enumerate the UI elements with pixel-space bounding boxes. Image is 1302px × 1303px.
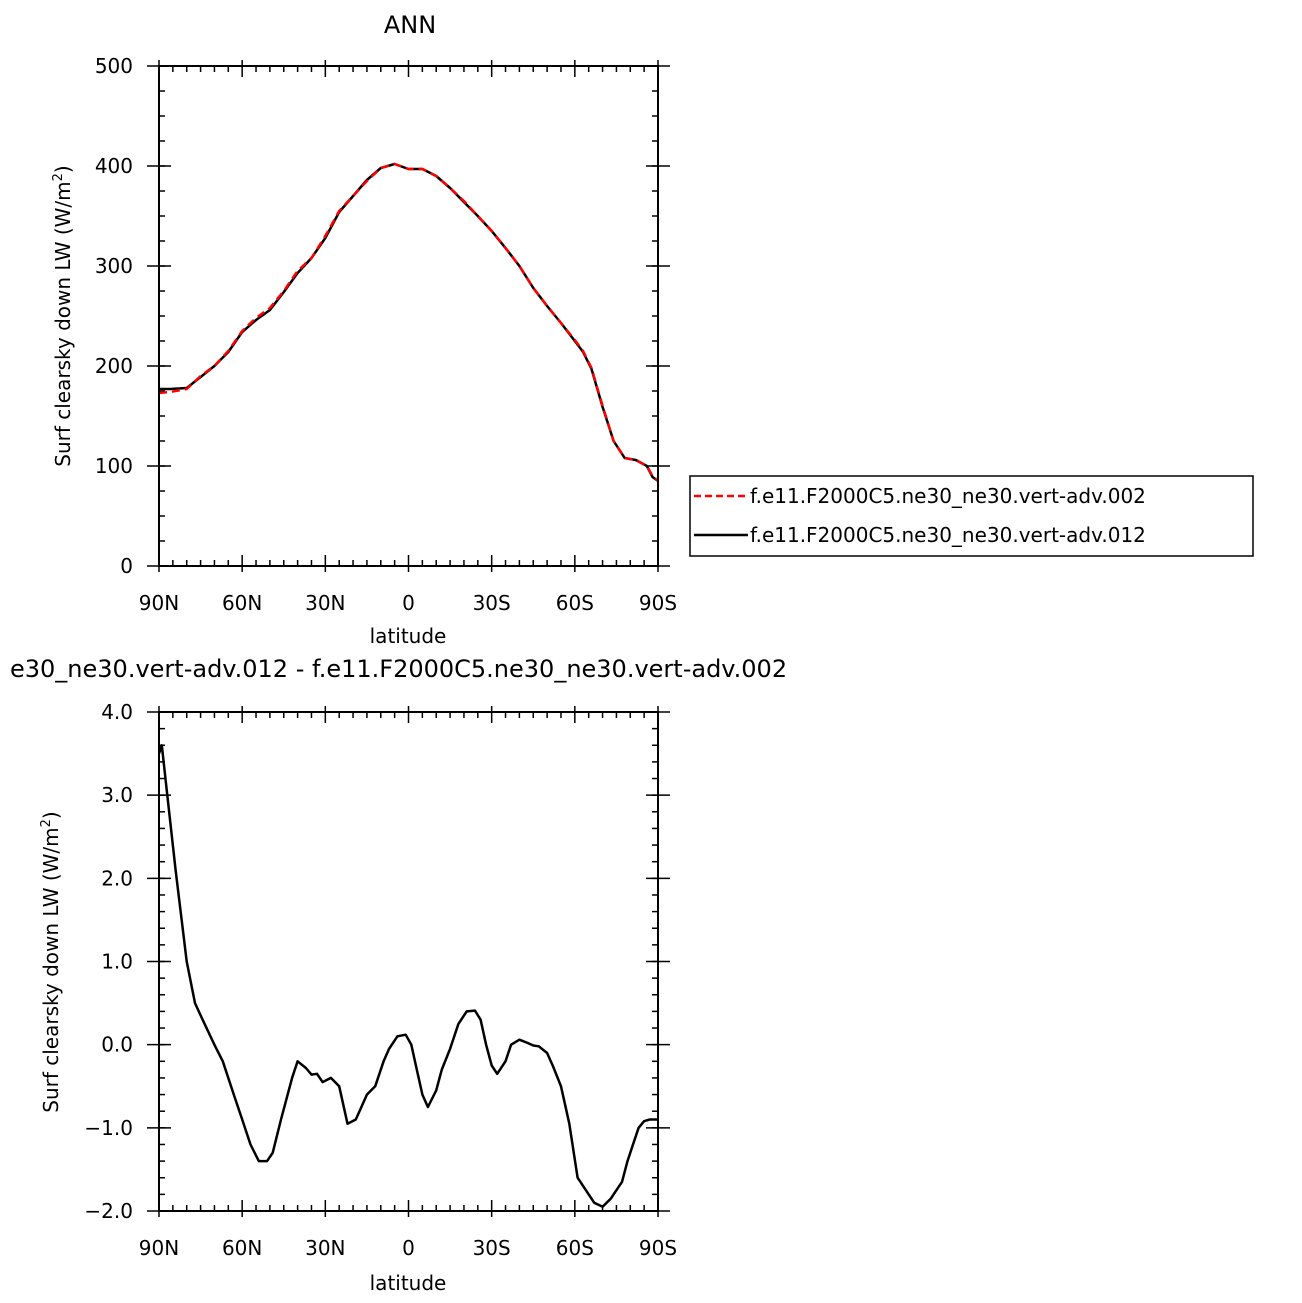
bottom-chart-ylabel-main: Surf clearsky down LW (W/m bbox=[39, 827, 63, 1112]
bottom-chart-frame bbox=[158, 711, 659, 1212]
x-tick-label: 90N bbox=[139, 591, 179, 615]
top-chart-xlabel: latitude bbox=[370, 624, 447, 648]
legend-box bbox=[689, 475, 1254, 557]
y-tick-label: 300 bbox=[95, 254, 133, 278]
y-tick-label: 0.0 bbox=[101, 1033, 133, 1057]
series-line-0 bbox=[158, 162, 659, 482]
x-tick-label: 90S bbox=[639, 1236, 677, 1260]
y-tick-label: 4.0 bbox=[101, 700, 133, 724]
y-tick-label: 0 bbox=[120, 554, 133, 578]
bottom-chart-xtick-labels: 90N 60N 30N 0 30S 60S 90S bbox=[139, 1236, 677, 1260]
x-tick-label: 60S bbox=[556, 591, 594, 615]
series-line-1 bbox=[159, 162, 659, 483]
x-tick-label: 30N bbox=[305, 591, 345, 615]
x-tick-label: 60S bbox=[556, 1236, 594, 1260]
top-chart-series bbox=[158, 162, 659, 483]
series-line-0 bbox=[157, 744, 658, 1209]
x-tick-label: 90S bbox=[639, 591, 677, 615]
bottom-chart-xlabel: latitude bbox=[370, 1271, 447, 1295]
top-chart-ytick-labels: 0 100 200 300 400 500 bbox=[95, 54, 133, 578]
y-tick-label: 3.0 bbox=[101, 783, 133, 807]
bottom-chart-series bbox=[157, 744, 658, 1209]
bottom-chart-ylabel: Surf clearsky down LW (W/m2) bbox=[39, 811, 63, 1112]
top-chart: ANN 90N 60N 30N 0 30S 60S 90S 0 100 200 300 400 500… bbox=[51, 11, 1254, 648]
y-tick-label: 500 bbox=[95, 54, 133, 78]
bottom-chart-ytick-labels: −2.0 −1.0 0.0 1.0 2.0 3.0 4.0 bbox=[84, 700, 133, 1223]
top-chart-title: ANN bbox=[384, 11, 436, 39]
y-tick-label: 1.0 bbox=[101, 950, 133, 974]
bottom-chart-ylabel-tail: ) bbox=[39, 811, 63, 819]
bottom-chart-ylabel-sup: 2 bbox=[39, 819, 54, 827]
top-chart-ylabel: Surf clearsky down LW (W/m2) bbox=[51, 165, 75, 466]
y-tick-label: −1.0 bbox=[84, 1116, 133, 1140]
y-tick-label: −2.0 bbox=[84, 1199, 133, 1223]
top-chart-xtick-labels: 90N 60N 30N 0 30S 60S 90S bbox=[139, 591, 677, 615]
x-tick-label: 30S bbox=[473, 1236, 511, 1260]
x-tick-label: 60N bbox=[222, 591, 262, 615]
y-tick-label: 200 bbox=[95, 354, 133, 378]
bottom-chart: e30_ne30.vert-adv.012 - f.e11.F2000C5.ne… bbox=[10, 655, 787, 1295]
top-chart-ticks bbox=[147, 60, 670, 572]
x-tick-label: 60N bbox=[222, 1236, 262, 1260]
top-chart-ylabel-main: Surf clearsky down LW (W/m bbox=[51, 181, 75, 466]
y-tick-label: 2.0 bbox=[101, 866, 133, 890]
x-tick-label: 90N bbox=[139, 1236, 179, 1260]
y-tick-label: 400 bbox=[95, 154, 133, 178]
legend-entry-002: f.e11.F2000C5.ne30_ne30.vert-adv.002 bbox=[750, 484, 1146, 508]
x-tick-label: 0 bbox=[402, 591, 415, 615]
y-tick-label: 100 bbox=[95, 454, 133, 478]
bottom-chart-title: e30_ne30.vert-adv.012 - f.e11.F2000C5.ne… bbox=[10, 655, 787, 683]
top-chart-ylabel-tail: ) bbox=[51, 165, 75, 173]
top-chart-legend: f.e11.F2000C5.ne30_ne30.vert-adv.002 f.e… bbox=[689, 475, 1254, 557]
x-tick-label: 30S bbox=[473, 591, 511, 615]
x-tick-label: 30N bbox=[305, 1236, 345, 1260]
legend-entry-012: f.e11.F2000C5.ne30_ne30.vert-adv.012 bbox=[750, 523, 1146, 547]
bottom-chart-ticks bbox=[147, 706, 670, 1217]
top-chart-ylabel-sup: 2 bbox=[51, 173, 66, 181]
x-tick-label: 0 bbox=[402, 1236, 415, 1260]
top-chart-frame bbox=[158, 65, 659, 567]
